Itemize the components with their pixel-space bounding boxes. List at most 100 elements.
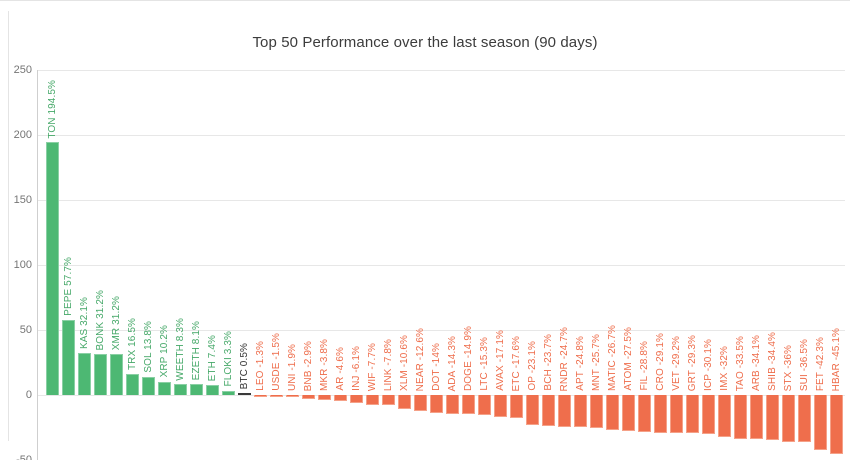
bar-near[interactable] — [414, 395, 427, 412]
bar-xlm[interactable] — [398, 395, 411, 409]
bar-stx[interactable] — [782, 395, 795, 442]
bar-floki[interactable] — [222, 390, 235, 395]
bar-xmr[interactable] — [110, 354, 123, 395]
bar-weeth[interactable] — [174, 384, 187, 395]
bar-mnt[interactable] — [590, 395, 603, 429]
y-axis-line — [37, 70, 38, 460]
bar-label-sui: SUI -36.5% — [798, 338, 810, 391]
bar-label-ltc: LTC -15.3% — [478, 337, 490, 391]
bar-etc[interactable] — [510, 395, 523, 418]
bar-icp[interactable] — [702, 395, 715, 435]
y-axis-tick-label: 50 — [19, 324, 32, 336]
bar-sol[interactable] — [142, 377, 155, 395]
bar-label-stx: STX -36% — [782, 344, 794, 391]
bar-op[interactable] — [526, 395, 539, 426]
bar-sui[interactable] — [798, 395, 811, 443]
bar-tao[interactable] — [734, 395, 747, 439]
bar-inj[interactable] — [350, 395, 363, 403]
bar-dot[interactable] — [430, 395, 443, 414]
bar-label-kas: KAS 32.1% — [78, 297, 90, 350]
bar-label-xmr: XMR 31.2% — [110, 296, 122, 351]
bar-fet[interactable] — [814, 395, 827, 450]
bar-usde[interactable] — [270, 395, 283, 397]
bar-label-tao: TAO -33.5% — [734, 335, 746, 391]
bar-label-sol: SOL 13.8% — [142, 321, 154, 374]
bar-label-xrp: XRP 10.2% — [158, 325, 170, 378]
bar-label-wif: WIF -7.7% — [366, 342, 378, 391]
gridline-y-250 — [37, 70, 845, 71]
bar-shib[interactable] — [766, 395, 779, 440]
bar-matic[interactable] — [606, 395, 619, 430]
gridline-y-200 — [37, 135, 845, 136]
bar-label-etc: ETC -17.6% — [510, 335, 522, 391]
y-axis-tick-label: 200 — [13, 129, 32, 141]
bar-cro[interactable] — [654, 395, 667, 433]
bar-pepe[interactable] — [62, 319, 75, 395]
bar-uni[interactable] — [286, 395, 299, 398]
bar-leo[interactable] — [254, 395, 267, 397]
bar-bnb[interactable] — [302, 395, 315, 399]
bar-label-matic: MATIC -26.7% — [606, 324, 618, 391]
y-axis-tick-label: 150 — [13, 194, 32, 206]
bar-label-icp: ICP -30.1% — [702, 339, 714, 391]
bar-ada[interactable] — [446, 395, 459, 414]
bar-arb[interactable] — [750, 395, 763, 440]
bar-label-xlm: XLM -10.6% — [398, 334, 410, 391]
y-axis-tick-label: 0 — [25, 389, 32, 401]
bar-label-fet: FET -42.3% — [814, 336, 826, 391]
gridline-y-50 — [37, 330, 845, 331]
bar-kas[interactable] — [78, 353, 91, 395]
bar-btc[interactable] — [238, 393, 251, 395]
bar-vet[interactable] — [670, 395, 683, 433]
bar-hbar[interactable] — [830, 395, 843, 454]
y-axis-tick-label: 250 — [13, 64, 32, 76]
bar-label-floki: FLOKI 3.3% — [222, 331, 234, 387]
bar-label-usde: USDE -1.5% — [270, 333, 282, 391]
bar-label-doge: DOGE -14.9% — [462, 325, 474, 391]
bar-apt[interactable] — [574, 395, 587, 428]
bar-ezeth[interactable] — [190, 384, 203, 395]
bar-label-dot: DOT -14% — [430, 343, 442, 391]
bar-rndr[interactable] — [558, 395, 571, 428]
bar-wif[interactable] — [366, 395, 379, 405]
bar-label-uni: UNI -1.9% — [286, 343, 298, 391]
bar-label-pepe: PEPE 57.7% — [62, 257, 74, 316]
bar-label-inj: INJ -6.1% — [350, 346, 362, 391]
gridline-y-100 — [37, 265, 845, 266]
bar-ton[interactable] — [46, 142, 59, 395]
bar-label-grt: GRT -29.3% — [686, 334, 698, 391]
bar-imx[interactable] — [718, 395, 731, 437]
bar-avax[interactable] — [494, 395, 507, 418]
y-axis-tick-label: -50 — [16, 454, 32, 460]
bar-label-trx: TRX 16.5% — [126, 317, 138, 370]
bar-label-mkr: MKR -3.8% — [318, 338, 330, 391]
bar-trx[interactable] — [126, 373, 139, 395]
bar-link[interactable] — [382, 395, 395, 406]
bar-label-mnt: MNT -25.7% — [590, 334, 602, 391]
bar-bch[interactable] — [542, 395, 555, 426]
bar-ltc[interactable] — [478, 395, 491, 415]
bar-bonk[interactable] — [94, 354, 107, 395]
bar-label-ton: TON 194.5% — [46, 79, 58, 139]
bar-label-avax: AVAX -17.1% — [494, 330, 506, 391]
bar-fil[interactable] — [638, 395, 651, 433]
bar-grt[interactable] — [686, 395, 699, 434]
bar-label-ezeth: EZETH 8.1% — [190, 321, 202, 381]
bar-doge[interactable] — [462, 395, 475, 415]
bar-label-arb: ARB -34.1% — [750, 334, 762, 391]
bar-ar[interactable] — [334, 395, 347, 401]
bar-label-ada: ADA -14.3% — [446, 335, 458, 391]
bar-label-weeth: WEETH 8.3% — [174, 317, 186, 381]
bar-label-bnb: BNB -2.9% — [302, 340, 314, 391]
bar-xrp[interactable] — [158, 381, 171, 395]
bar-label-bonk: BONK 31.2% — [94, 289, 106, 351]
bar-label-apt: APT -24.8% — [574, 336, 586, 391]
bar-atom[interactable] — [622, 395, 635, 431]
bar-label-eth: ETH 7.4% — [206, 335, 218, 382]
bar-eth[interactable] — [206, 385, 219, 395]
bar-mkr[interactable] — [318, 395, 331, 400]
chart-title: Top 50 Performance over the last season … — [252, 34, 598, 51]
gridline-y-150 — [37, 200, 845, 201]
bar-label-cro: CRO -29.1% — [654, 333, 666, 391]
